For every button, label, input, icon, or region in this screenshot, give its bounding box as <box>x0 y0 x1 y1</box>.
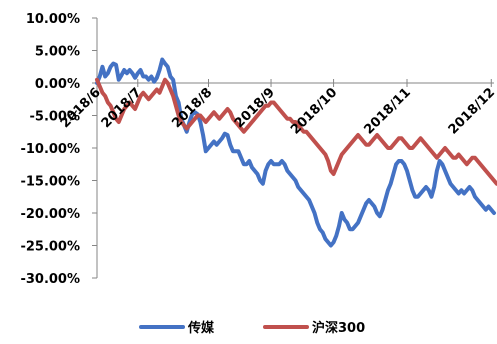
y-tick-label: -25.00% <box>20 240 80 255</box>
y-tick-label: -5.00% <box>30 110 81 125</box>
series-line-media <box>95 57 496 248</box>
y-tick-label: -15.00% <box>20 175 80 190</box>
y-tick-label: -30.00% <box>20 272 80 287</box>
legend-label: 传媒 <box>187 320 215 336</box>
legend-label: 沪深300 <box>312 320 365 336</box>
x-tick-label: 2018/9 <box>232 85 278 131</box>
axes: 10.00% 5.00% 0.00% -5.00% -10.00% -15.00% -20.… <box>20 12 494 287</box>
y-tick-label: 5.00% <box>35 45 80 60</box>
x-tick-label: 2018/10 <box>288 85 340 137</box>
y-tick-label: 0.00% <box>35 77 80 92</box>
y-tick-label: -20.00% <box>20 207 80 222</box>
series-line-hs300 <box>95 77 497 186</box>
series-lines <box>95 57 497 248</box>
x-tick-label: 2018/7 <box>99 85 145 131</box>
legend: 传媒 沪深300 <box>139 320 365 336</box>
x-tick-label: 2018/11 <box>361 85 413 137</box>
x-tick-label: 2018/12 <box>446 85 497 137</box>
y-tick-label: 10.00% <box>26 12 80 27</box>
y-tick-label: -10.00% <box>20 142 80 157</box>
